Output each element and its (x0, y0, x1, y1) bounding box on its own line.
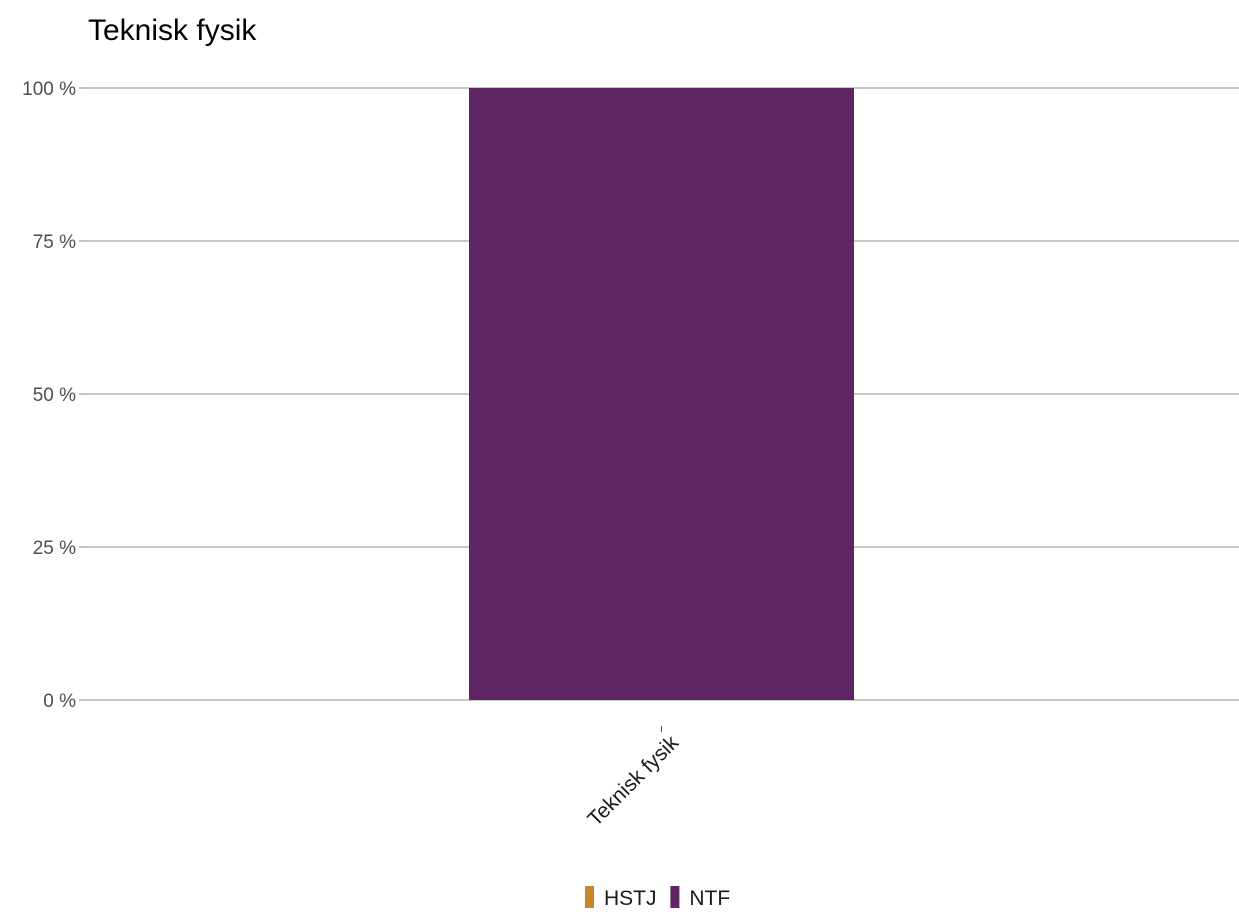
y-tick-label: 0 % (43, 691, 76, 712)
legend: HSTJ NTF (585, 886, 730, 910)
legend-label: NTF (689, 887, 730, 910)
legend-swatch (585, 886, 594, 908)
legend-item: HSTJ (585, 886, 657, 910)
y-tick-label: 50 % (33, 385, 76, 406)
y-axis-ticks: 0 % 25 % 50 % 75 % 100 % (22, 79, 84, 712)
y-tick-label: 25 % (33, 538, 76, 559)
y-tick-label: 75 % (33, 232, 76, 253)
legend-swatch (670, 886, 680, 908)
y-tick-label: 100 % (22, 79, 76, 100)
bar-ntf (469, 88, 854, 700)
chart-title: Teknisk fysik (88, 14, 257, 47)
legend-item: NTF (670, 886, 730, 910)
x-axis-ticks: Teknisk fysik (583, 726, 683, 831)
x-tick-label: Teknisk fysik (583, 731, 683, 831)
bars (469, 88, 854, 700)
legend-label: HSTJ (604, 887, 657, 910)
